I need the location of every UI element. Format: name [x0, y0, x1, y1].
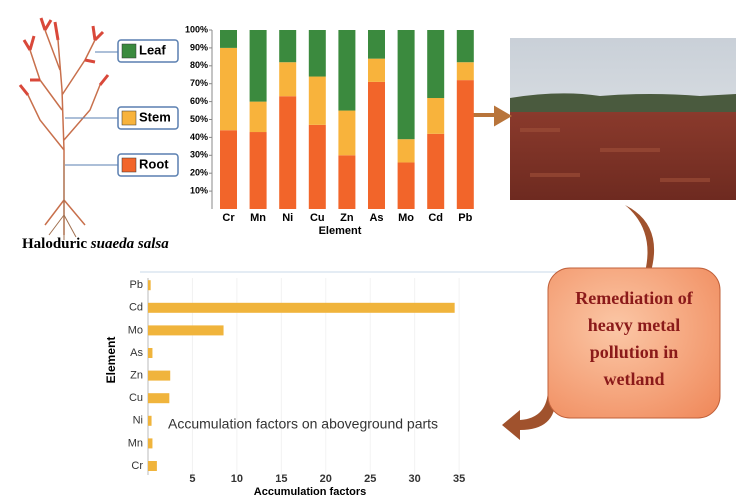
- bar-segment: [220, 30, 237, 48]
- y-tick-label: 60%: [190, 96, 208, 106]
- y-tick-label: 70%: [190, 78, 208, 88]
- bar-segment: [220, 130, 237, 209]
- y-tick-label: Cu: [129, 392, 143, 404]
- connectors: [65, 51, 118, 166]
- x-tick-label: 5: [189, 473, 195, 485]
- bar: [148, 325, 224, 336]
- legend-label: Root: [139, 156, 169, 171]
- x-tick-label: Cu: [310, 212, 325, 224]
- bar-segment: [338, 110, 356, 156]
- callout-line: heavy metal: [588, 315, 680, 335]
- y-tick-label: 20%: [190, 168, 208, 178]
- bar-segment: [338, 30, 356, 111]
- bar-segment: [308, 76, 326, 125]
- bar: [148, 302, 455, 313]
- y-tick-label: 10%: [190, 185, 208, 195]
- x-tick-label: Mn: [250, 212, 266, 224]
- bar: [148, 461, 157, 471]
- y-tick-label: Pb: [130, 279, 143, 291]
- bar-segment: [427, 133, 445, 209]
- x-tick-label: Cr: [222, 212, 235, 224]
- arrow: [470, 105, 512, 127]
- plant-illustration: [18, 17, 110, 240]
- y-tick-label: Ni: [133, 415, 143, 427]
- bar: [148, 393, 170, 404]
- bar: [148, 370, 171, 381]
- bar-segment: [456, 62, 474, 81]
- y-tick-label: Zn: [130, 370, 143, 382]
- bar-segment: [279, 30, 297, 63]
- bar-segment: [249, 132, 267, 209]
- bar-segment: [456, 30, 474, 63]
- legend-swatch: [121, 110, 137, 126]
- x-tick-label: 10: [231, 473, 243, 485]
- x-tick-label: Mo: [398, 212, 414, 224]
- legend-swatch: [121, 157, 137, 173]
- y-tick-label: 30%: [190, 150, 208, 160]
- y-tick-label: As: [130, 347, 143, 359]
- x-tick-label: 25: [364, 473, 376, 485]
- wetland-photo: [510, 38, 736, 200]
- bar-segment: [427, 98, 445, 134]
- bar-segment: [308, 30, 326, 77]
- x-axis-label: Element: [319, 225, 362, 237]
- y-tick-label: Mn: [128, 437, 143, 449]
- x-tick-label: As: [369, 212, 383, 224]
- callout-line: Remediation of: [575, 288, 693, 308]
- bar-segment: [249, 101, 267, 133]
- y-tick-label: Cr: [131, 460, 143, 472]
- caption: Haloduric suaeda salsa: [22, 236, 169, 252]
- bar-segment: [279, 62, 297, 97]
- legend-label: Stem: [139, 109, 171, 124]
- x-tick-label: 15: [275, 473, 287, 485]
- bar-segment: [397, 30, 415, 140]
- y-tick-label: Cd: [129, 302, 143, 314]
- x-tick-label: Zn: [340, 212, 354, 224]
- bar-segment: [308, 124, 326, 209]
- y-tick-label: 50%: [190, 114, 208, 124]
- callout-box: [547, 267, 721, 419]
- bar-segment: [368, 81, 385, 209]
- x-axis-label: Accumulation factors: [254, 486, 366, 498]
- x-tick-label: Ni: [282, 212, 293, 224]
- y-tick-label: 100%: [185, 24, 208, 34]
- x-tick-label: Cd: [428, 212, 443, 224]
- caption-species: suaeda salsa: [90, 236, 169, 252]
- y-tick-label: 90%: [190, 42, 208, 52]
- bar-segment: [397, 139, 415, 163]
- legend-label: Leaf: [139, 42, 166, 57]
- bar-segment: [220, 47, 237, 131]
- x-tick-label: Pb: [458, 212, 472, 224]
- arrow: [502, 388, 556, 440]
- y-tick-label: 80%: [190, 60, 208, 70]
- y-axis-label: Element: [104, 337, 118, 384]
- bar: [148, 280, 151, 291]
- y-tick-label: 40%: [190, 132, 208, 142]
- bar: [148, 348, 153, 358]
- bar-segment: [368, 58, 385, 82]
- x-tick-label: 20: [320, 473, 332, 485]
- caption-prefix: Haloduric: [22, 236, 87, 252]
- bar: [148, 415, 152, 426]
- bar-segment: [249, 30, 267, 102]
- bar-segment: [397, 162, 415, 209]
- legend-swatch: [121, 43, 137, 59]
- callout-line: pollution in: [590, 342, 679, 362]
- bar-segment: [456, 80, 474, 210]
- x-tick-label: 30: [409, 473, 421, 485]
- x-tick-label: 35: [453, 473, 465, 485]
- callout-line: wetland: [603, 369, 664, 389]
- bar: [148, 438, 153, 449]
- y-tick-label: Mo: [128, 324, 143, 336]
- bar-segment: [338, 155, 356, 209]
- bar-segment: [427, 30, 445, 99]
- bar-segment: [279, 96, 297, 209]
- annotation: Accumulation factors on aboveground part…: [168, 416, 438, 432]
- bar-segment: [368, 30, 385, 59]
